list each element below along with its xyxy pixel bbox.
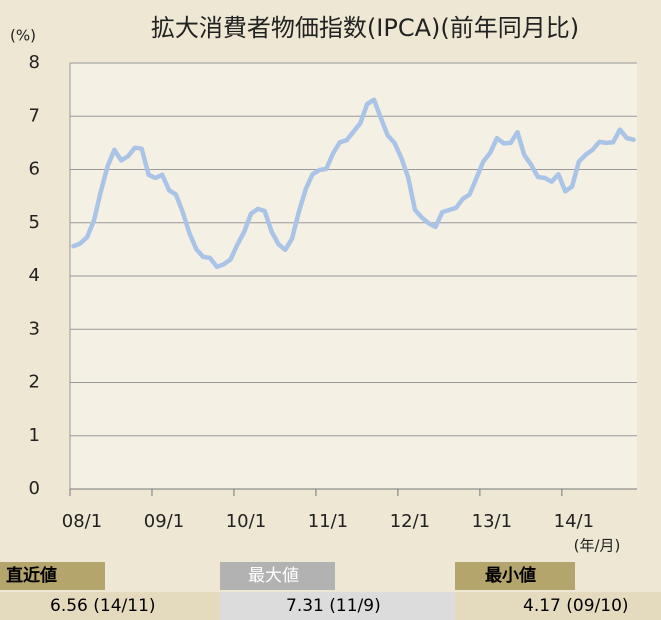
y-tick-label: 0	[29, 478, 40, 499]
period: (11/9)	[329, 596, 381, 616]
period: (09/10)	[566, 596, 629, 616]
line	[71, 97, 636, 270]
x-tick-label: 08/1	[62, 511, 102, 532]
x-tick-label: 09/1	[144, 511, 184, 532]
x-tick-label: 14/1	[554, 511, 594, 532]
value: 4.17	[523, 596, 561, 616]
summary-value-row: 6.56 (14/11) 7.31 (11/9) 4.17 (09/10)	[0, 592, 661, 620]
y-tick-label: 2	[29, 372, 40, 393]
x-tick-label: 11/1	[308, 511, 348, 532]
y-tick-label: 4	[29, 265, 40, 286]
y-tick-label: 1	[29, 425, 40, 446]
y-tick-label: 3	[29, 318, 40, 339]
summary-header-row: 直近値 最大値 最小値	[0, 562, 661, 590]
x-unit: (年/月)	[574, 537, 621, 555]
value-cell: 7.31 (11/9)	[220, 592, 455, 620]
value: 7.31	[286, 596, 324, 616]
value-cell: 6.56 (14/11)	[0, 592, 220, 620]
header-cell: 最大値	[220, 562, 335, 590]
x-tick-label: 10/1	[226, 511, 266, 532]
chart: 拡大消費者物価指数(IPCA)(前年同月比) (%) (年/月) 0 1 2 3 4 5 6…	[10, 14, 637, 555]
period: (14/11)	[93, 596, 156, 616]
chart-title: 拡大消費者物価指数(IPCA)(前年同月比)	[151, 14, 579, 42]
y-unit: (%)	[10, 27, 36, 45]
y-tick-label: 5	[29, 212, 40, 233]
header-cell: 最小値	[455, 562, 575, 590]
value: 6.56	[50, 596, 88, 616]
x-tick-label: 12/1	[390, 511, 430, 532]
header-cell: 直近値	[0, 562, 105, 590]
y-tick-label: 6	[29, 159, 40, 180]
value-cell: 4.17 (09/10)	[455, 592, 661, 620]
y-tick-label: 8	[29, 52, 40, 73]
y-tick-label: 7	[29, 105, 40, 126]
x-tick-label: 13/1	[472, 511, 512, 532]
